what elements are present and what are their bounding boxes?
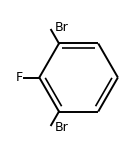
Text: F: F — [15, 71, 23, 84]
Text: Br: Br — [54, 121, 68, 134]
Text: Br: Br — [54, 21, 68, 34]
